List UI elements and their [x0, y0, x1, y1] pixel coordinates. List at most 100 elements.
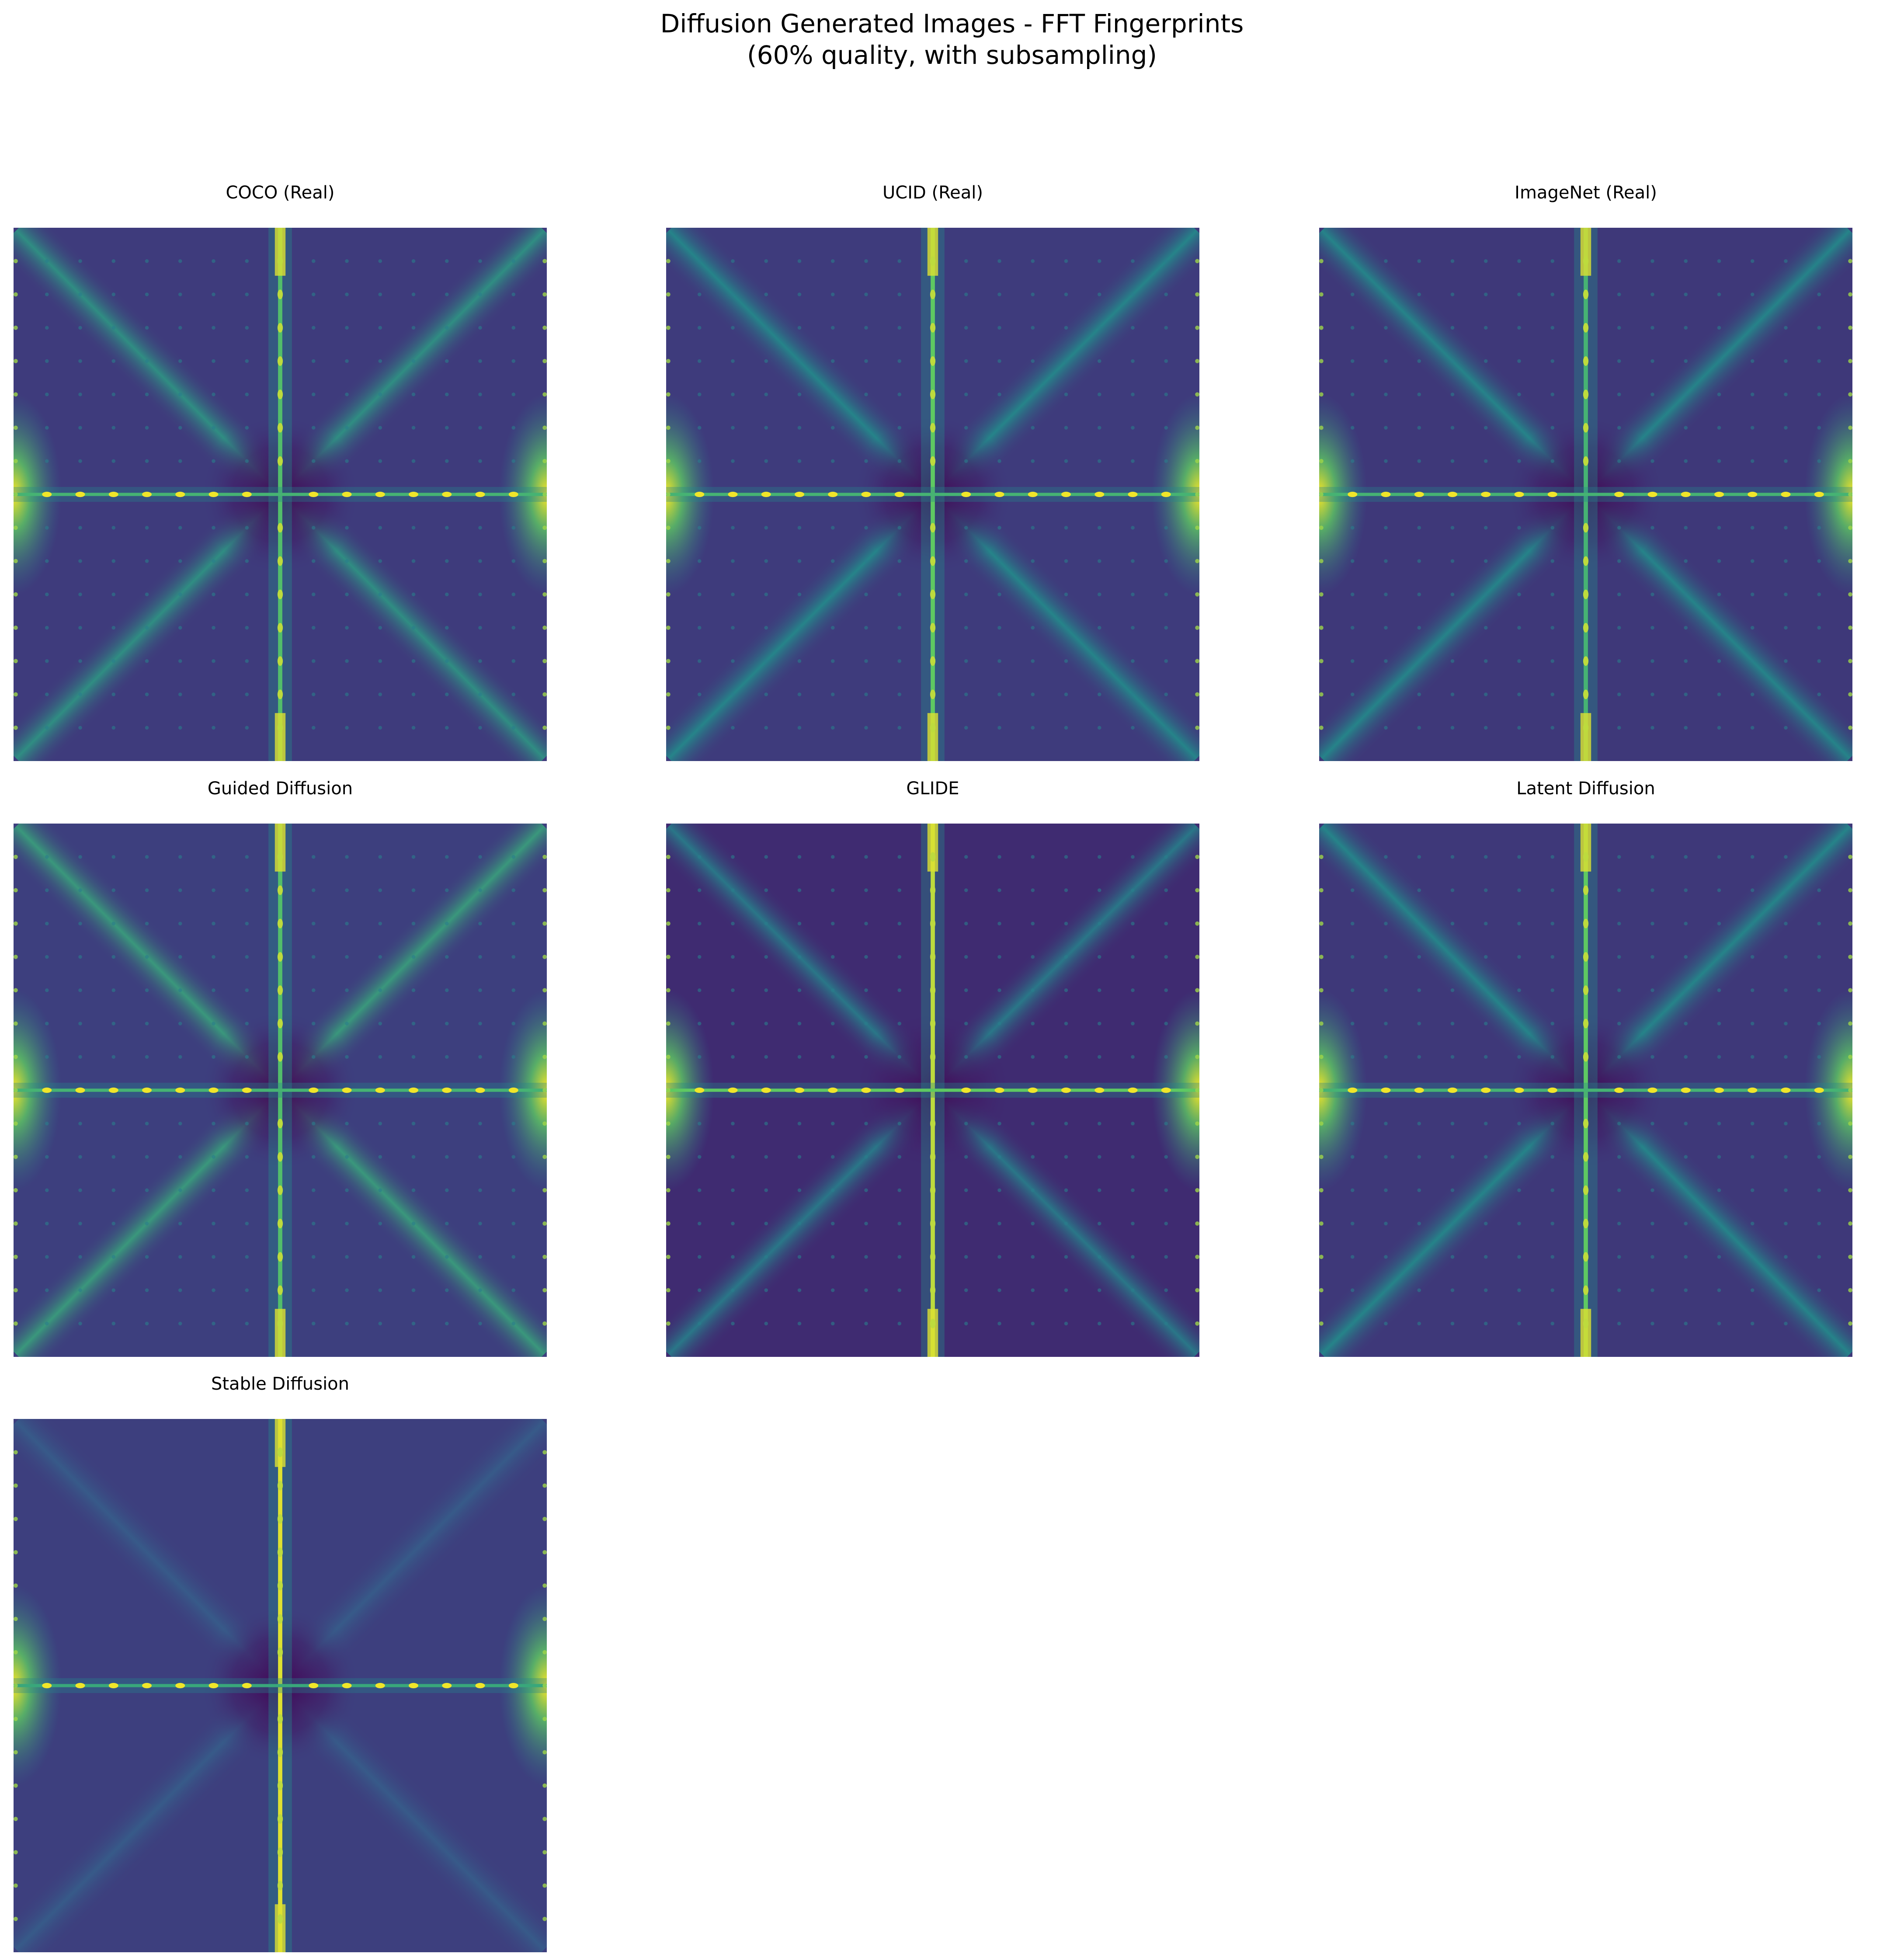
horizontal-peak	[409, 1087, 418, 1093]
grid-dot	[411, 921, 416, 926]
grid-dot	[345, 626, 349, 630]
edge-dot	[1195, 1088, 1199, 1092]
grid-dot	[864, 1155, 868, 1159]
grid-dot	[1517, 326, 1521, 330]
grid-dot	[997, 855, 1001, 859]
grid-dot	[1350, 592, 1355, 597]
grid-dot	[864, 592, 868, 597]
edge-dot	[1848, 692, 1852, 697]
grid-dot	[1097, 659, 1101, 663]
grid-dot	[1684, 1221, 1688, 1226]
horizontal-peak	[208, 491, 219, 497]
fft-panel-latent-diffusion	[1319, 824, 1852, 1357]
grid-dot	[1350, 559, 1355, 563]
grid-dot	[1031, 955, 1035, 959]
grid-dot	[78, 1055, 82, 1059]
edge-dot	[14, 1516, 18, 1521]
grid-dot	[1817, 525, 1821, 530]
edge-dot	[1319, 1154, 1324, 1159]
vertical-peak	[277, 1814, 283, 1824]
edge-dot	[1319, 855, 1324, 859]
grid-dot	[1517, 1255, 1521, 1259]
grid-dot	[212, 1255, 215, 1259]
grid-dot	[1717, 1221, 1721, 1226]
grid-dot	[1097, 955, 1101, 959]
grid-dot	[1684, 259, 1688, 263]
grid-dot	[1750, 292, 1755, 296]
fft-heatmap-0	[14, 228, 547, 761]
edge-dot	[14, 492, 18, 497]
grid-dot	[145, 855, 149, 859]
grid-dot	[511, 459, 516, 463]
grid-dot	[411, 392, 416, 396]
grid-dot	[378, 1055, 382, 1059]
horizontal-peak	[175, 1683, 185, 1689]
grid-dot	[797, 1255, 802, 1259]
grid-dot	[1717, 726, 1721, 730]
grid-dot	[445, 888, 449, 892]
grid-dot	[478, 326, 482, 330]
grid-dot	[864, 459, 868, 463]
vertical-peak	[277, 589, 283, 599]
grid-dot	[764, 1321, 768, 1326]
grid-dot	[1517, 1055, 1521, 1059]
grid-dot	[445, 626, 449, 630]
grid-dot	[1064, 659, 1068, 663]
horizontal-peak	[342, 1683, 352, 1689]
grid-dot	[78, 726, 82, 730]
grid-dot	[764, 559, 768, 563]
grid-dot	[511, 1255, 516, 1259]
fft-panel-guided-diffusion	[14, 824, 547, 1357]
grid-dot	[378, 921, 382, 926]
edge-dot	[666, 1221, 671, 1226]
edge-dot	[542, 855, 547, 859]
edge-dot	[1195, 659, 1199, 664]
grid-dot	[1717, 459, 1721, 463]
grid-dot	[1750, 1321, 1755, 1326]
edge-dot	[542, 1088, 547, 1092]
grid-dot	[1517, 392, 1521, 396]
grid-dot	[212, 659, 215, 663]
grid-dot	[1684, 659, 1688, 663]
grid-dot	[78, 1155, 82, 1159]
grid-dot	[311, 1288, 316, 1292]
horizontal-peak	[142, 1087, 152, 1093]
fft-panel-imagenet	[1319, 228, 1852, 761]
grid-dot	[45, 1121, 49, 1126]
grid-dot	[864, 525, 868, 530]
grid-dot	[345, 259, 349, 263]
vertical-peak	[930, 985, 936, 995]
grid-dot	[245, 1255, 249, 1259]
grid-dot	[78, 988, 82, 992]
edge-dot	[542, 492, 547, 497]
grid-dot	[897, 1055, 902, 1059]
grid-dot	[764, 855, 768, 859]
vertical-peak	[930, 556, 936, 566]
edge-dot	[1319, 359, 1324, 363]
edge-dot	[542, 1121, 547, 1126]
grid-dot	[445, 1188, 449, 1193]
grid-dot	[1684, 1188, 1688, 1193]
grid-dot	[997, 1221, 1001, 1226]
vertical-end-1	[1580, 713, 1591, 761]
grid-dot	[731, 692, 735, 696]
grid-dot	[1417, 692, 1421, 696]
grid-dot	[145, 726, 149, 730]
grid-dot	[1417, 1321, 1421, 1326]
grid-dot	[1350, 626, 1355, 630]
grid-dot	[1784, 559, 1788, 563]
grid-dot	[78, 459, 82, 463]
grid-dot	[511, 1155, 516, 1159]
grid-dot	[245, 525, 249, 530]
grid-dot	[411, 326, 416, 330]
grid-dot	[731, 726, 735, 730]
grid-dot	[345, 392, 349, 396]
grid-dot	[1384, 921, 1388, 926]
grid-dot	[1550, 1055, 1555, 1059]
horizontal-peak	[1814, 1087, 1824, 1093]
grid-dot	[1384, 1321, 1388, 1326]
grid-dot	[178, 1022, 182, 1026]
grid-dot	[311, 426, 316, 430]
grid-dot	[345, 525, 349, 530]
grid-dot	[1384, 1221, 1388, 1226]
